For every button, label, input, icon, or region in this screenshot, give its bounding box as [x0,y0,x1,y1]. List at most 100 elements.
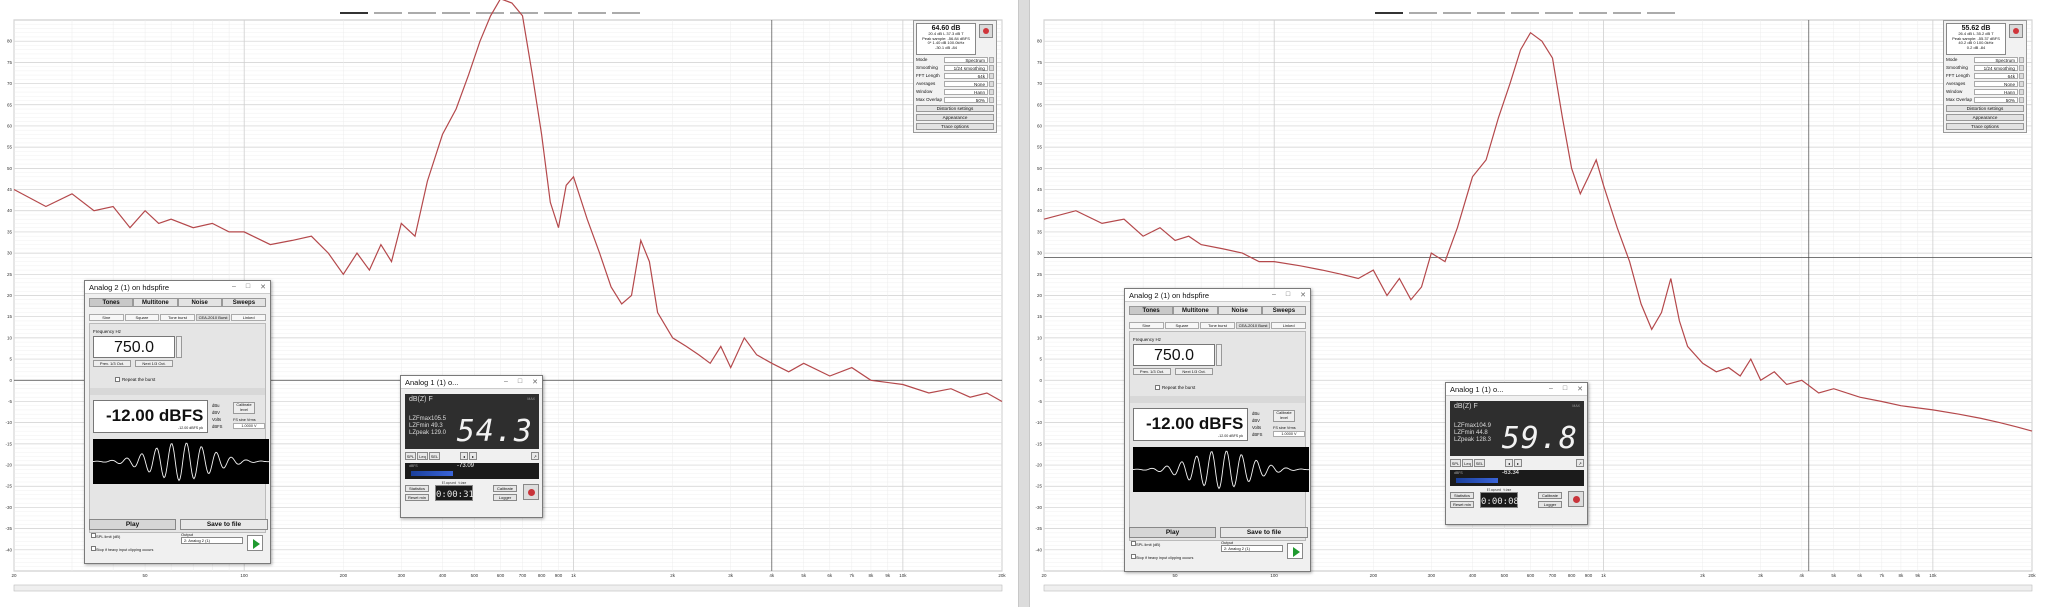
frequency-input[interactable]: 750.0 [93,336,175,358]
frequency-input[interactable]: 750.0 [1133,344,1215,366]
settings-button[interactable]: Trace options [1946,123,2024,130]
measurement-tab[interactable] [1409,8,1437,14]
next-octave-button[interactable]: Next 1/3 Oct. [1175,368,1213,375]
signal-type-tab[interactable]: Square [1164,322,1200,329]
reset-min-button[interactable]: Reset min [1450,501,1474,508]
settings-button[interactable]: Distortion settings [916,105,994,112]
signal-type-tab[interactable]: Linked [1271,322,1306,329]
close-icon[interactable]: ✕ [260,284,266,291]
logger-button[interactable]: Logger [493,494,517,501]
measurement-tab[interactable] [544,8,572,14]
meter-mode-button[interactable]: SPL [1450,459,1461,467]
spl-limit-option[interactable]: SPL limit (dB) [1131,541,1160,547]
measurement-tab[interactable] [374,8,402,14]
next-octave-button[interactable]: Next 1/3 Oct. [135,360,173,367]
unit-radio[interactable]: dBu [212,403,220,408]
setting-value[interactable]: 50% [944,96,988,103]
setting-value[interactable]: None [944,80,988,87]
logger-button[interactable]: Logger [1538,501,1562,508]
measurement-tab[interactable] [340,8,368,14]
repeat-burst-option[interactable]: Repeat the burst [1155,385,1195,390]
prev-octave-button[interactable]: Prev. 1/3 Oct. [93,360,131,367]
unit-radio[interactable]: dBFS [212,424,223,429]
maximize-icon[interactable]: □ [517,378,523,385]
chevron-down-icon[interactable] [2019,96,2024,103]
calibrate-button[interactable]: Calibrate [493,485,517,492]
expand-icon[interactable]: ↗ [1576,459,1584,467]
measurement-tabs[interactable] [340,6,640,16]
signal-type-tab[interactable]: Sine [1129,322,1164,329]
setting-value[interactable]: Hann [1974,88,2018,95]
settings-button[interactable]: Appearance [1946,114,2024,121]
repeat-burst-checkbox[interactable] [1155,385,1160,390]
signal-type-tab[interactable]: CEA-2010 Burst [195,314,231,321]
play-icon[interactable] [1287,543,1303,559]
measurement-tab[interactable] [578,8,606,14]
chevron-left-icon[interactable]: ◂ [1505,459,1513,467]
calibrate-level-button[interactable]: Calibrate level [233,402,255,414]
measurement-tab[interactable] [1545,8,1573,14]
close-icon[interactable]: ✕ [1577,386,1583,393]
measurement-tab[interactable] [1375,8,1403,14]
statistics-button[interactable]: Statistics [1450,492,1474,499]
save-to-file-button[interactable]: Save to file [180,519,268,530]
unit-radio[interactable]: Volts [1252,425,1262,430]
generator-tab[interactable]: Sweeps [221,298,266,307]
chevron-down-icon[interactable] [989,88,994,95]
generator-titlebar[interactable]: Analog 2 (1) on hdspfire – □ ✕ [85,281,270,294]
record-icon[interactable] [1568,491,1584,507]
measurement-tabs[interactable] [1375,6,1675,16]
chevron-left-icon[interactable]: ◂ [460,452,468,460]
measurement-tab[interactable] [408,8,436,14]
spl-limit-option[interactable]: SPL limit (dB) [91,533,120,539]
signal-type-tab[interactable]: Sine [89,314,124,321]
frequency-spinner[interactable] [176,336,182,358]
setting-value[interactable]: Spectrum [1974,56,2018,63]
play-icon[interactable] [247,535,263,551]
repeat-burst-option[interactable]: Repeat the burst [115,377,155,382]
chevron-down-icon[interactable] [2019,72,2024,79]
amplitude-value[interactable]: 1.0000 V [233,423,265,429]
calibrate-level-button[interactable]: Calibrate level [1273,410,1295,422]
setting-value[interactable]: Hann [944,88,988,95]
chevron-down-icon[interactable] [989,96,994,103]
frequency-spinner[interactable] [1216,344,1222,366]
unit-radio[interactable]: dBu [1252,411,1260,416]
save-to-file-button[interactable]: Save to file [1220,527,1308,538]
repeat-burst-checkbox[interactable] [115,377,120,382]
play-button[interactable]: Play [89,519,176,530]
measurement-tab[interactable] [1613,8,1641,14]
measurement-tab[interactable] [476,8,504,14]
stop-on-clipping-option[interactable]: Stop if heavy input clipping occurs [91,546,153,552]
chevron-right-icon[interactable]: ▸ [1514,459,1522,467]
record-icon[interactable] [523,484,539,500]
setting-value[interactable]: 1/24 smoothing [944,64,988,71]
generator-tab[interactable]: Multitone [133,298,178,307]
stop-on-clipping-checkbox[interactable] [91,546,96,551]
reset-min-button[interactable]: Reset min [405,494,429,501]
level-display[interactable]: -12.00 dBFS -12.00 dBFS pk [1133,408,1248,441]
calibrate-button[interactable]: Calibrate [1538,492,1562,499]
measurement-tab[interactable] [510,8,538,14]
meter-mode-button[interactable]: Leq [1462,459,1473,467]
minimize-icon[interactable]: – [231,283,236,290]
generator-tab[interactable]: Tones [1129,306,1174,315]
amplitude-value[interactable]: 1.0000 V [1273,431,1305,437]
setting-value[interactable]: None [1974,80,2018,87]
unit-radio[interactable]: dBV [1252,418,1260,423]
expand-icon[interactable]: ↗ [531,452,539,460]
minimize-icon[interactable]: – [1271,291,1276,298]
meter-mode-button[interactable]: SEL [1474,459,1485,467]
spl-limit-checkbox[interactable] [91,533,96,538]
chevron-down-icon[interactable] [2019,64,2024,71]
chevron-down-icon[interactable] [2019,80,2024,87]
setting-value[interactable]: 64k [944,72,988,79]
statistics-button[interactable]: Statistics [405,485,429,492]
unit-radio[interactable]: dBFS [1252,432,1263,437]
meter-titlebar[interactable]: Analog 1 (1) o... – □ ✕ [1446,383,1587,396]
chevron-right-icon[interactable]: ▸ [469,452,477,460]
setting-value[interactable]: 50% [1974,96,2018,103]
measurement-tab[interactable] [1511,8,1539,14]
play-button[interactable]: Play [1129,527,1216,538]
measurement-tab[interactable] [1647,8,1675,14]
